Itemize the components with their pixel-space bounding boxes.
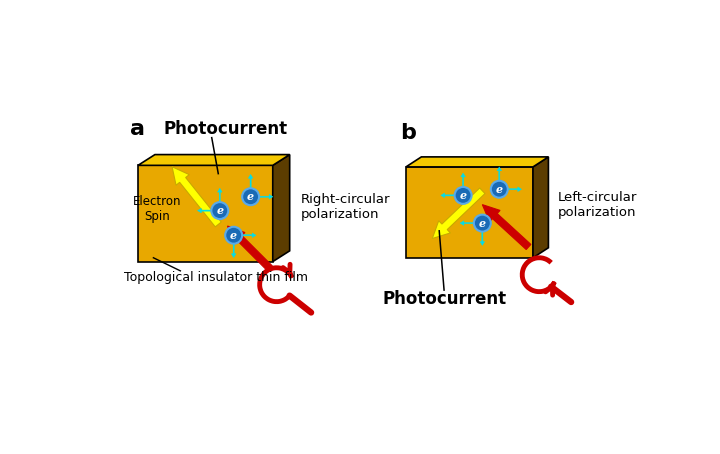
Text: Topological insulator thin film: Topological insulator thin film bbox=[124, 271, 308, 284]
FancyArrow shape bbox=[460, 221, 474, 226]
Text: e: e bbox=[216, 205, 223, 216]
Text: e: e bbox=[459, 190, 467, 201]
FancyArrow shape bbox=[197, 208, 212, 213]
Polygon shape bbox=[406, 167, 533, 258]
Text: Photocurrent: Photocurrent bbox=[163, 120, 288, 138]
Text: e: e bbox=[496, 184, 503, 195]
Polygon shape bbox=[138, 154, 289, 165]
Polygon shape bbox=[406, 157, 549, 167]
Circle shape bbox=[454, 187, 472, 204]
Text: a: a bbox=[130, 119, 145, 139]
FancyArrow shape bbox=[432, 188, 485, 238]
FancyArrow shape bbox=[259, 194, 273, 199]
Text: Photocurrent: Photocurrent bbox=[382, 290, 506, 308]
FancyArrow shape bbox=[231, 244, 236, 257]
FancyArrow shape bbox=[461, 173, 465, 187]
Text: Left-circular
polarization: Left-circular polarization bbox=[558, 191, 637, 219]
Circle shape bbox=[242, 188, 259, 205]
Circle shape bbox=[474, 215, 491, 232]
Text: e: e bbox=[230, 230, 237, 241]
FancyArrow shape bbox=[228, 226, 272, 271]
Text: Electron
Spin: Electron Spin bbox=[133, 195, 181, 223]
FancyArrow shape bbox=[497, 167, 502, 181]
FancyArrow shape bbox=[441, 193, 454, 197]
Polygon shape bbox=[273, 154, 289, 262]
Polygon shape bbox=[533, 157, 549, 258]
Text: b: b bbox=[400, 123, 415, 143]
FancyArrow shape bbox=[248, 174, 253, 188]
Text: Right-circular
polarization: Right-circular polarization bbox=[300, 193, 390, 221]
Text: e: e bbox=[479, 217, 486, 229]
Circle shape bbox=[491, 181, 508, 197]
Polygon shape bbox=[138, 165, 273, 262]
Circle shape bbox=[225, 227, 242, 244]
FancyArrow shape bbox=[508, 187, 521, 192]
Text: e: e bbox=[247, 191, 254, 202]
FancyArrow shape bbox=[242, 233, 256, 237]
FancyArrow shape bbox=[172, 167, 221, 227]
FancyArrow shape bbox=[482, 205, 531, 250]
Circle shape bbox=[212, 202, 228, 219]
FancyArrow shape bbox=[217, 188, 222, 202]
FancyArrow shape bbox=[480, 232, 485, 246]
